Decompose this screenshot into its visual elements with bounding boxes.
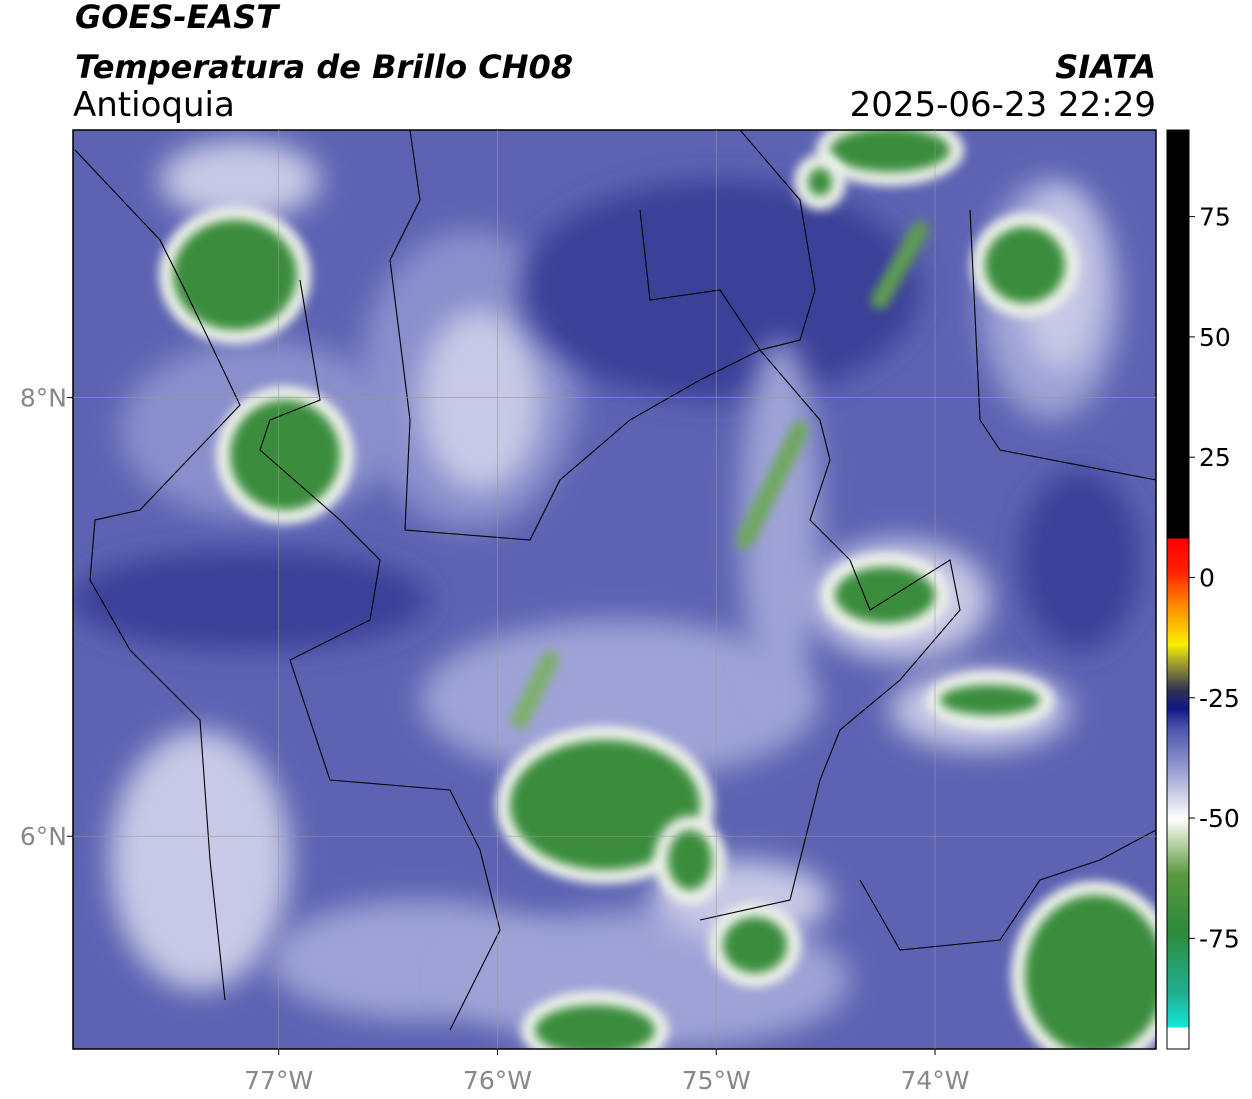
lon-tick-label: 77°W: [244, 1066, 313, 1095]
cloud-band: [736, 421, 809, 549]
border: [639, 209, 961, 921]
lat-tick-label: 8°N: [20, 384, 67, 413]
cold-cloud: [835, 567, 935, 623]
colorbar-tick-label: -75: [1199, 924, 1240, 953]
colorbar-tick-label: 0: [1199, 563, 1215, 592]
map: [73, 130, 1156, 1049]
cloud-texture: [1020, 470, 1140, 650]
lon-tick-label: 76°W: [463, 1066, 532, 1095]
cold-cloud: [535, 1005, 655, 1049]
border: [859, 829, 1156, 951]
cloud-texture: [420, 310, 540, 490]
cloud-texture: [160, 140, 320, 220]
cloud-texture: [420, 620, 820, 780]
colorbar: [1166, 129, 1190, 1050]
lon-tick-label: 75°W: [682, 1066, 751, 1095]
colorbar-tick-label: 25: [1199, 443, 1231, 472]
agency: SIATA: [1055, 48, 1156, 86]
cold-cloud: [723, 917, 787, 973]
border: [259, 279, 381, 561]
cloud-texture: [110, 730, 290, 990]
lat-tick-label: 6°N: [20, 822, 67, 851]
cold-cloud: [1025, 895, 1156, 1049]
cold-cloud: [230, 400, 340, 510]
colorbar-tick-label: -25: [1199, 684, 1240, 713]
cold-cloud: [985, 227, 1065, 303]
product: Temperatura de Brillo CH08: [75, 48, 573, 86]
border: [969, 209, 1156, 481]
colorbar-tick-label: 75: [1199, 203, 1231, 232]
colorbar-tick-label: -50: [1199, 804, 1240, 833]
cold-cloud: [668, 830, 712, 890]
datetime: 2025-06-23 22:29: [850, 85, 1156, 125]
cold-cloud: [173, 220, 297, 330]
lon-tick-label: 74°W: [901, 1066, 970, 1095]
cloud-band: [871, 221, 929, 309]
border: [289, 559, 501, 1031]
satellite: GOES-EAST: [75, 0, 280, 36]
border: [389, 130, 816, 541]
region: Antioquia: [73, 85, 235, 125]
cold-cloud: [940, 685, 1040, 715]
colorbar-tick-label: 50: [1199, 323, 1231, 352]
cold-cloud: [510, 740, 700, 870]
border: [74, 149, 241, 1001]
cloud-texture: [73, 550, 430, 650]
cloud-band: [511, 651, 559, 729]
map-frame: [72, 129, 1157, 1050]
cold-cloud: [830, 130, 950, 172]
cold-cloud: [808, 168, 832, 196]
